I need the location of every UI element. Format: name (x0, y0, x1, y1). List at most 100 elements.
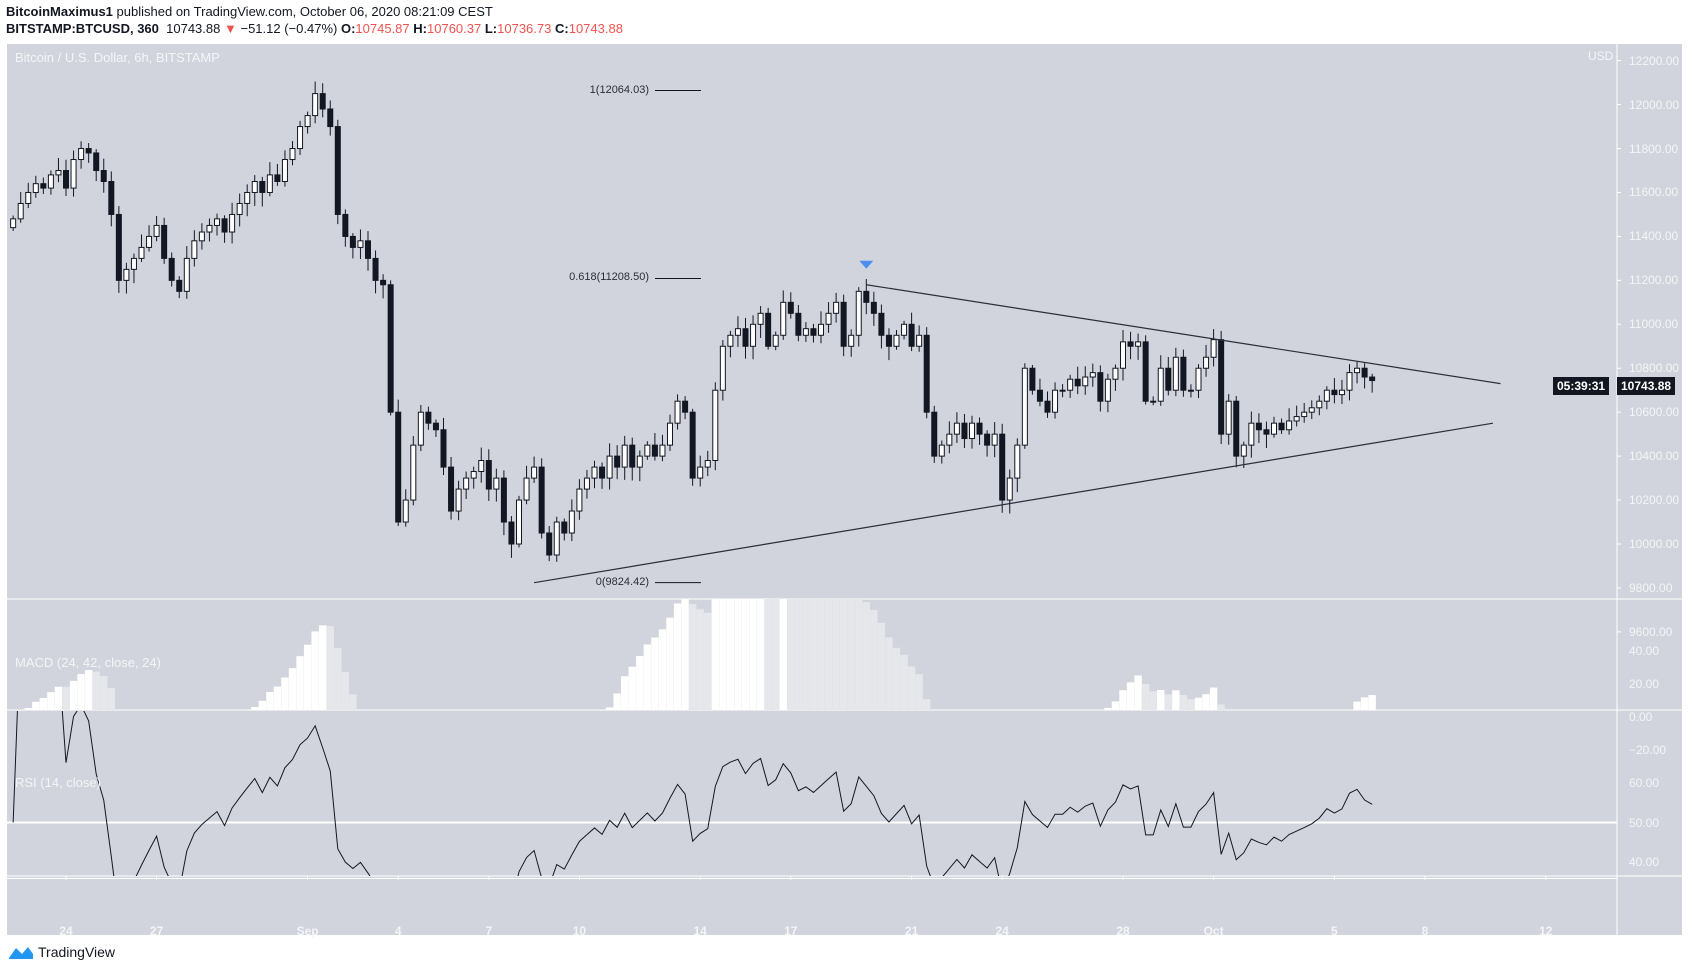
macd-tick: −20.00 (1629, 743, 1667, 757)
macd-bar (1308, 717, 1315, 742)
macd-bar (372, 717, 379, 749)
candle-down (319, 93, 326, 110)
open-label: O: (340, 21, 356, 36)
macd-bar (168, 717, 175, 769)
candle-down (221, 218, 228, 233)
macd-bar (349, 694, 357, 710)
candle-down (100, 170, 107, 182)
change: −51.12 (−0.47%) (240, 21, 338, 36)
macd-bar (726, 599, 735, 710)
candle-up (591, 466, 598, 479)
macd-bar (1209, 687, 1218, 710)
macd-bar (84, 670, 93, 710)
time-tick: 7 (485, 924, 493, 938)
candle-up (1021, 367, 1028, 446)
brand-name: TradingView (38, 944, 116, 960)
candle-down (1044, 400, 1051, 413)
candle-down (1074, 378, 1081, 387)
countdown-label: 05:39:31 (1553, 376, 1610, 395)
candle-up (833, 301, 840, 314)
candle-down (599, 466, 606, 479)
macd-bar (591, 717, 598, 742)
macd-bar (1270, 717, 1277, 753)
macd-bar (364, 717, 371, 730)
macd-bar (1044, 717, 1051, 767)
macd-bar (138, 717, 145, 750)
macd-bar (802, 599, 810, 710)
candle-down (976, 422, 983, 435)
candle-up (674, 400, 681, 424)
macd-bar (395, 717, 402, 867)
macd-bar (1233, 717, 1240, 728)
price-tick: 11200.00 (1629, 273, 1679, 288)
candle-down (115, 213, 122, 281)
time-tick: 24 (59, 924, 73, 938)
candle-up (214, 218, 220, 226)
macd-bar (273, 686, 282, 710)
candle-up (10, 218, 17, 229)
macd-bar (764, 599, 772, 710)
candle-down (908, 323, 915, 347)
candle-down (810, 328, 817, 336)
candle-up (410, 444, 417, 501)
time-tick: Sep (296, 924, 319, 938)
candle-down (1361, 367, 1368, 378)
macd-bar (628, 666, 636, 710)
macd-bar (24, 708, 32, 710)
macd-bar (931, 717, 938, 730)
author[interactable]: BitcoinMaximus1 (6, 4, 113, 19)
candle-up (1195, 367, 1202, 391)
macd-bar (500, 717, 507, 898)
macd-bar (334, 647, 342, 710)
macd-bar (877, 622, 886, 710)
rsi-tick: 40.00 (1629, 855, 1660, 869)
candle-up (1301, 411, 1308, 418)
currency-label[interactable]: USD (1588, 49, 1614, 63)
macd-bar (666, 617, 674, 710)
candle-up (304, 115, 311, 128)
candle-down (538, 466, 545, 534)
chart-title: Bitcoin / U.S. Dollar, 6h, BITSTAMP (15, 50, 220, 65)
candle-up (297, 126, 304, 150)
candle-up (357, 240, 364, 248)
candle-up (772, 334, 779, 347)
candle-up (636, 455, 643, 468)
macd-bar (1029, 717, 1036, 783)
price-tick: 10200.00 (1629, 493, 1680, 508)
macd-bar (523, 717, 530, 865)
candle-up (236, 202, 243, 215)
macd-bar (621, 676, 629, 710)
macd-bar (719, 599, 727, 710)
candle-up (123, 268, 130, 281)
macd-bar (1082, 717, 1089, 720)
time-tick: 4 (394, 924, 402, 938)
time-tick: 27 (149, 924, 164, 938)
macd-bar (583, 717, 590, 763)
candle-up (893, 334, 900, 347)
macd-bar (221, 717, 228, 745)
candle-up (244, 191, 251, 204)
candle-down (885, 334, 892, 347)
candle-up (198, 231, 205, 242)
candle-down (176, 279, 183, 292)
candle-down (334, 126, 341, 215)
tradingview-logo[interactable]: TradingView (8, 944, 115, 960)
candle-down (1097, 372, 1104, 402)
chart-area[interactable]: Bitcoin / U.S. Dollar, 6h, BITSTAMP MACD… (7, 44, 1682, 938)
candle-down (984, 433, 991, 446)
candle-up (802, 328, 809, 336)
low-value: 10736.73 (497, 21, 552, 36)
candle-up (32, 183, 39, 193)
macd-bar (1301, 717, 1308, 746)
candle-up (1316, 400, 1323, 409)
candle-up (704, 460, 711, 468)
macd-bar (1338, 717, 1345, 718)
chart-canvas[interactable] (7, 44, 1682, 935)
candle-down (485, 460, 492, 490)
candle-down (689, 411, 696, 479)
macd-bar (387, 717, 394, 808)
candle-down (1278, 422, 1285, 431)
macd-bar (673, 603, 682, 710)
open-value: 10745.87 (355, 21, 410, 36)
macd-bar (605, 707, 614, 710)
